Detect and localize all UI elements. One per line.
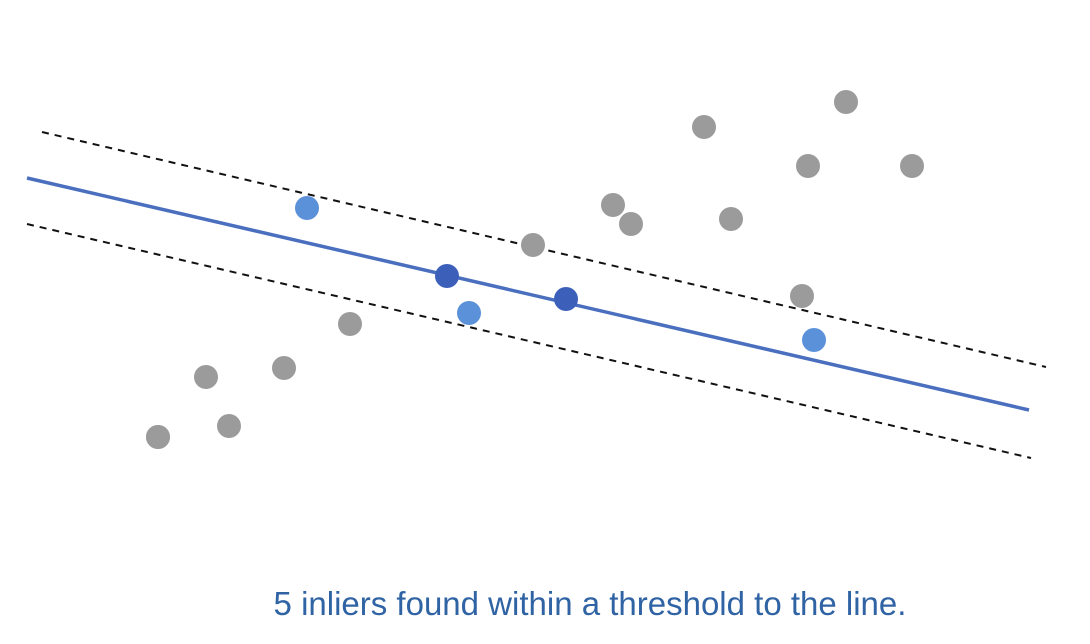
inlier-point — [802, 328, 826, 352]
outlier-point — [194, 365, 218, 389]
outlier-point — [900, 154, 924, 178]
lower-threshold-line — [26, 223, 1032, 459]
outlier-point — [217, 414, 241, 438]
outlier-point — [146, 425, 170, 449]
inlier-point — [554, 287, 578, 311]
outlier-point — [338, 312, 362, 336]
outlier-point — [521, 233, 545, 257]
inlier-point — [435, 264, 459, 288]
outlier-point — [796, 154, 820, 178]
outlier-point — [692, 115, 716, 139]
outlier-point — [790, 284, 814, 308]
outlier-point — [601, 193, 625, 217]
outlier-point — [272, 356, 296, 380]
inlier-point — [457, 301, 481, 325]
outlier-point — [719, 207, 743, 231]
upper-threshold-line — [41, 131, 1047, 368]
fitted-line — [26, 176, 1030, 412]
outlier-point — [619, 212, 643, 236]
points-layer — [146, 90, 924, 449]
caption: 5 inliers found within a threshold to th… — [273, 585, 907, 622]
inlier-point — [295, 196, 319, 220]
outlier-point — [834, 90, 858, 114]
